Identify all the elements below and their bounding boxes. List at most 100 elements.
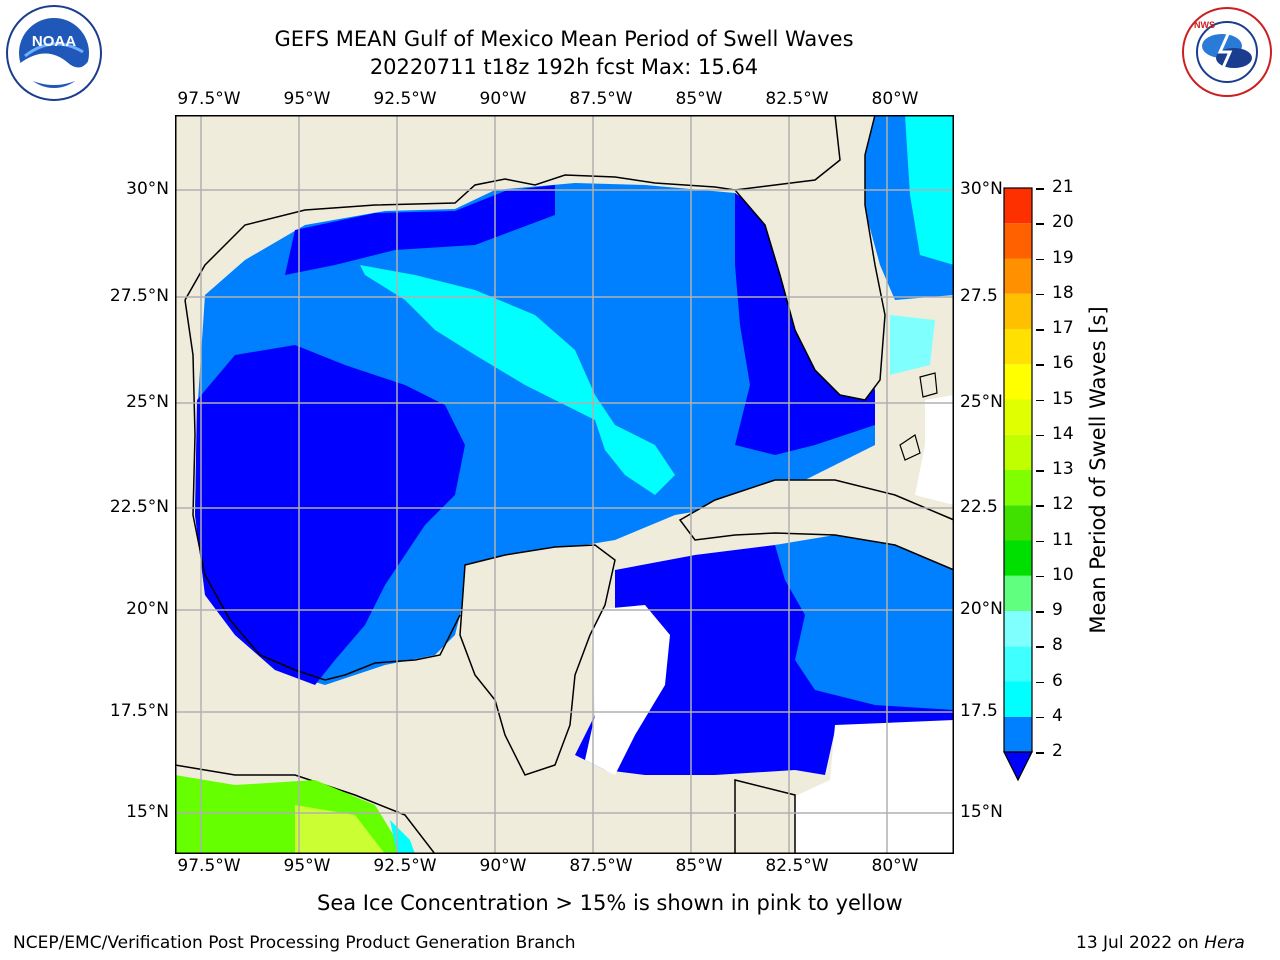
colorbar-tick-label: 17 — [1052, 318, 1074, 338]
colorbar-segment — [1004, 223, 1032, 259]
lat-tick-label: 15°N — [126, 802, 169, 822]
lon-tick-label: 92.5°W — [373, 89, 437, 109]
colorbar-tick-label: 12 — [1052, 494, 1074, 515]
colorbar-tick-mark — [1036, 505, 1044, 507]
colorbar-tick-label: 13 — [1052, 459, 1074, 479]
colorbar-tick-mark — [1036, 364, 1044, 366]
colorbar-segment — [1004, 716, 1032, 752]
lon-tick-label: 95°W — [283, 856, 331, 876]
colorbar-tick-mark — [1036, 470, 1044, 472]
lat-tick-label: 22.5°N — [109, 497, 169, 517]
lon-tick-label: 90°W — [479, 856, 527, 876]
central-gulf-swell-6-8 — [360, 265, 675, 495]
colorbar-segment — [1004, 646, 1032, 682]
colorbar-segment — [1004, 681, 1032, 717]
yucatan-land — [459, 544, 616, 776]
map-panel — [175, 115, 954, 854]
colorbar-segment — [1004, 188, 1032, 224]
cuba-land — [678, 479, 954, 571]
colorbar-tick-label: 10 — [1052, 564, 1074, 585]
us-gulf-coastline — [184, 174, 736, 301]
colorbar-segment — [1004, 434, 1032, 470]
colorbar-tick-mark — [1036, 752, 1044, 754]
colorbar-tick-mark — [1036, 399, 1044, 401]
colorbar-tick-mark — [1036, 681, 1044, 683]
no-data-florida-keys — [915, 395, 954, 505]
lat-tick-label: 15°N — [960, 802, 1003, 822]
colorbar-tick-label: 11 — [1052, 529, 1074, 550]
florida-land — [733, 115, 886, 401]
lon-tick-label: 97.5°W — [177, 856, 241, 876]
lat-tick-label: 30°N — [960, 179, 1003, 199]
lon-tick-label: 95°W — [283, 89, 331, 109]
lat-tick-label: 20°N — [126, 599, 169, 619]
colorbar-tick-mark — [1036, 223, 1044, 225]
colorbar-segment — [1004, 470, 1032, 506]
lon-tick-label: 80°W — [871, 89, 919, 109]
colorbar-tick-label: 2 — [1052, 741, 1063, 761]
colorbar-outline — [1003, 187, 1033, 753]
pacific-swell-yellowgreen — [295, 805, 385, 854]
footer-credit: NCEP/EMC/Verification Post Processing Pr… — [13, 933, 576, 953]
colorbar-tick-label: 9 — [1052, 600, 1063, 620]
graticule — [175, 115, 954, 854]
no-data-southeast — [755, 720, 954, 854]
colorbar-segment — [1004, 505, 1032, 541]
lat-tick-label: 17.5°N — [109, 701, 169, 721]
bahamas-land — [899, 372, 938, 461]
sea-ice-note: Sea Ice Concentration > 15% is shown in … — [317, 891, 903, 915]
map-border — [175, 115, 954, 854]
lon-tick-label: 82.5°W — [765, 89, 829, 109]
colorbar — [1003, 187, 1033, 782]
colorbar-segment — [1004, 611, 1032, 647]
colorbar-tick-mark — [1036, 575, 1044, 578]
colorbar-segment — [1004, 364, 1032, 400]
colorbar-tick-mark — [1036, 329, 1044, 331]
lon-tick-label: 97.5°W — [177, 89, 241, 109]
colorbar-tick-label: 19 — [1052, 247, 1074, 268]
noaa-logo: NOAA — [6, 5, 102, 101]
lat-tick-label: 22.5 — [960, 497, 998, 517]
lat-tick-label: 27.5°N — [109, 286, 169, 306]
lat-tick-label: 27.5 — [960, 286, 998, 306]
map-title: GEFS MEAN Gulf of Mexico Mean Period of … — [274, 27, 854, 51]
colorbar-tick-label: 14 — [1052, 423, 1074, 444]
no-data-caribbean — [585, 605, 670, 775]
lon-tick-label: 90°W — [479, 89, 527, 109]
colorbar-tick-mark — [1036, 188, 1044, 190]
lon-tick-label: 87.5°W — [569, 89, 633, 109]
colorbar-tick-mark — [1036, 540, 1044, 542]
colorbar-segment — [1004, 540, 1032, 576]
footer-machine: Hera — [1204, 933, 1245, 953]
colorbar-tick-mark — [1036, 293, 1044, 296]
colorbar-segment — [1004, 575, 1032, 611]
lat-tick-label: 30°N — [126, 179, 169, 199]
colorbar-tick-label: 4 — [1052, 705, 1063, 726]
lon-tick-label: 85°W — [675, 856, 723, 876]
colorbar-tick-mark — [1036, 434, 1044, 437]
colorbar-tick-label: 16 — [1052, 353, 1074, 374]
footer-date: 13 Jul 2022 on Hera — [1076, 933, 1245, 953]
mexico-coastline — [184, 299, 461, 681]
lat-tick-label: 20°N — [960, 599, 1003, 619]
lat-tick-label: 17.5 — [960, 701, 998, 721]
nws-logo: NWS — [1182, 7, 1272, 97]
colorbar-extend-arrow — [1003, 751, 1033, 782]
lat-tick-label: 25°N — [126, 392, 169, 412]
lon-tick-label: 85°W — [675, 89, 723, 109]
colorbar-tick-mark — [1036, 611, 1044, 613]
colorbar-label: Mean Period of Swell Waves [s] — [1086, 306, 1110, 634]
lon-tick-label: 87.5°W — [569, 856, 633, 876]
colorbar-tick-mark — [1036, 646, 1044, 648]
colorbar-tick-mark — [1036, 258, 1044, 260]
colorbar-tick-label: 15 — [1052, 388, 1074, 409]
map-subtitle: 20220711 t18z 192h fcst Max: 15.64 — [369, 55, 759, 79]
atlantic-swell-8-9 — [890, 315, 935, 375]
lon-tick-label: 82.5°W — [765, 856, 829, 876]
noaa-logo-text: NOAA — [32, 33, 76, 50]
lon-tick-label: 80°W — [871, 856, 919, 876]
colorbar-segment — [1004, 399, 1032, 435]
northern-shelf-swell-2-4 — [285, 185, 555, 275]
colorbar-tick-label: 21 — [1052, 177, 1074, 197]
lat-tick-label: 25°N — [960, 392, 1003, 412]
